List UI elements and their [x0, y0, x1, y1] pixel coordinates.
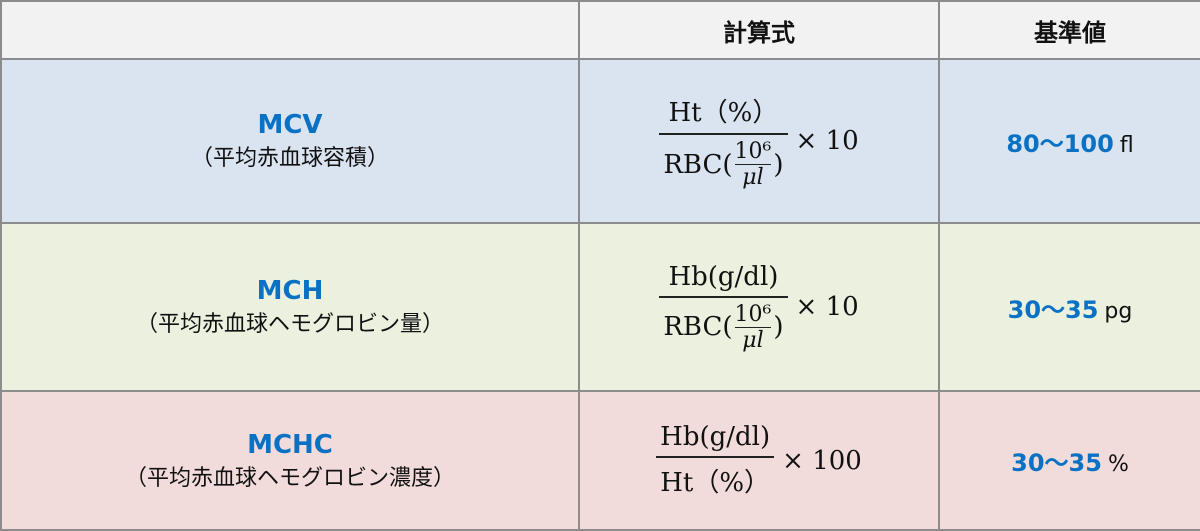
- denominator: RBC(10⁶ μl): [659, 133, 788, 190]
- formula: Ht（%） RBC(10⁶ μl) × 10: [659, 92, 859, 190]
- numerator: Hb(g/dl): [660, 422, 771, 452]
- reference-unit: fl: [1119, 132, 1134, 158]
- index-abbr: MCH: [256, 276, 324, 306]
- index-full-name: （平均赤血球ヘモグロビン量）: [135, 312, 444, 337]
- formula-cell: Hb(g/dl) RBC(10⁶ μl) × 10: [578, 222, 940, 392]
- multiplier: × 10: [795, 292, 859, 322]
- reference-unit: %: [1107, 452, 1129, 477]
- header-formula: 計算式: [578, 0, 940, 60]
- reference-range: 30～35: [1011, 449, 1102, 477]
- reference-cell: 30～35 pg: [938, 222, 1200, 392]
- formula: Hb(g/dl) RBC(10⁶ μl) × 10: [659, 261, 859, 353]
- reference-range: 80～100: [1006, 129, 1114, 158]
- sub-numerator: 10⁶: [734, 139, 772, 165]
- reference-cell: 80～100 fl: [938, 58, 1200, 224]
- denominator-suffix: ): [773, 312, 784, 342]
- table-row-mchc: MCHC （平均赤血球ヘモグロビン濃度） Hb(g/dl) Ht（%） × 100 3…: [0, 390, 1200, 531]
- index-name-cell: MCHC （平均赤血球ヘモグロビン濃度）: [0, 390, 580, 531]
- numerator: Hb(g/dl): [668, 261, 779, 292]
- denominator-prefix: RBC(: [663, 149, 733, 180]
- header-blank: [0, 0, 580, 60]
- formula-cell: Ht（%） RBC(10⁶ μl) × 10: [578, 58, 940, 224]
- index-name-cell: MCV （平均赤血球容積）: [0, 58, 580, 224]
- sub-numerator: 10⁶: [734, 301, 772, 328]
- index-abbr: MCV: [257, 110, 323, 140]
- reference-cell: 30～35%: [938, 390, 1200, 531]
- table-row-mcv: MCV （平均赤血球容積） Ht（%） RBC(10⁶ μl) × 10 80～100 f…: [0, 58, 1200, 224]
- multiplier: × 100: [782, 445, 862, 476]
- index-name-cell: MCH （平均赤血球ヘモグロビン量）: [0, 222, 580, 392]
- header-reference: 基準値: [938, 0, 1200, 60]
- formula: Hb(g/dl) Ht（%） × 100: [656, 422, 862, 499]
- numerator: Ht（%）: [668, 98, 779, 128]
- index-full-name: （平均赤血球ヘモグロビン濃度）: [124, 465, 455, 491]
- sub-denominator: μl: [742, 327, 764, 353]
- denominator: RBC(10⁶ μl): [659, 295, 788, 353]
- multiplier: × 10: [795, 126, 859, 156]
- denominator: Ht（%）: [656, 456, 775, 499]
- formula-cell: Hb(g/dl) Ht（%） × 100: [578, 390, 940, 531]
- reference-range: 30～35: [1007, 295, 1099, 324]
- denominator-prefix: RBC(: [663, 312, 733, 342]
- header-row: 計算式 基準値: [0, 0, 1200, 60]
- index-full-name: （平均赤血球容積）: [190, 146, 389, 171]
- sub-denominator: μl: [742, 165, 764, 190]
- denominator-suffix: ): [773, 149, 784, 180]
- table-row-mch: MCH （平均赤血球ヘモグロビン量） Hb(g/dl) RBC(10⁶ μl) × 10…: [0, 222, 1200, 392]
- reference-unit: pg: [1104, 298, 1133, 324]
- index-abbr: MCHC: [247, 429, 333, 460]
